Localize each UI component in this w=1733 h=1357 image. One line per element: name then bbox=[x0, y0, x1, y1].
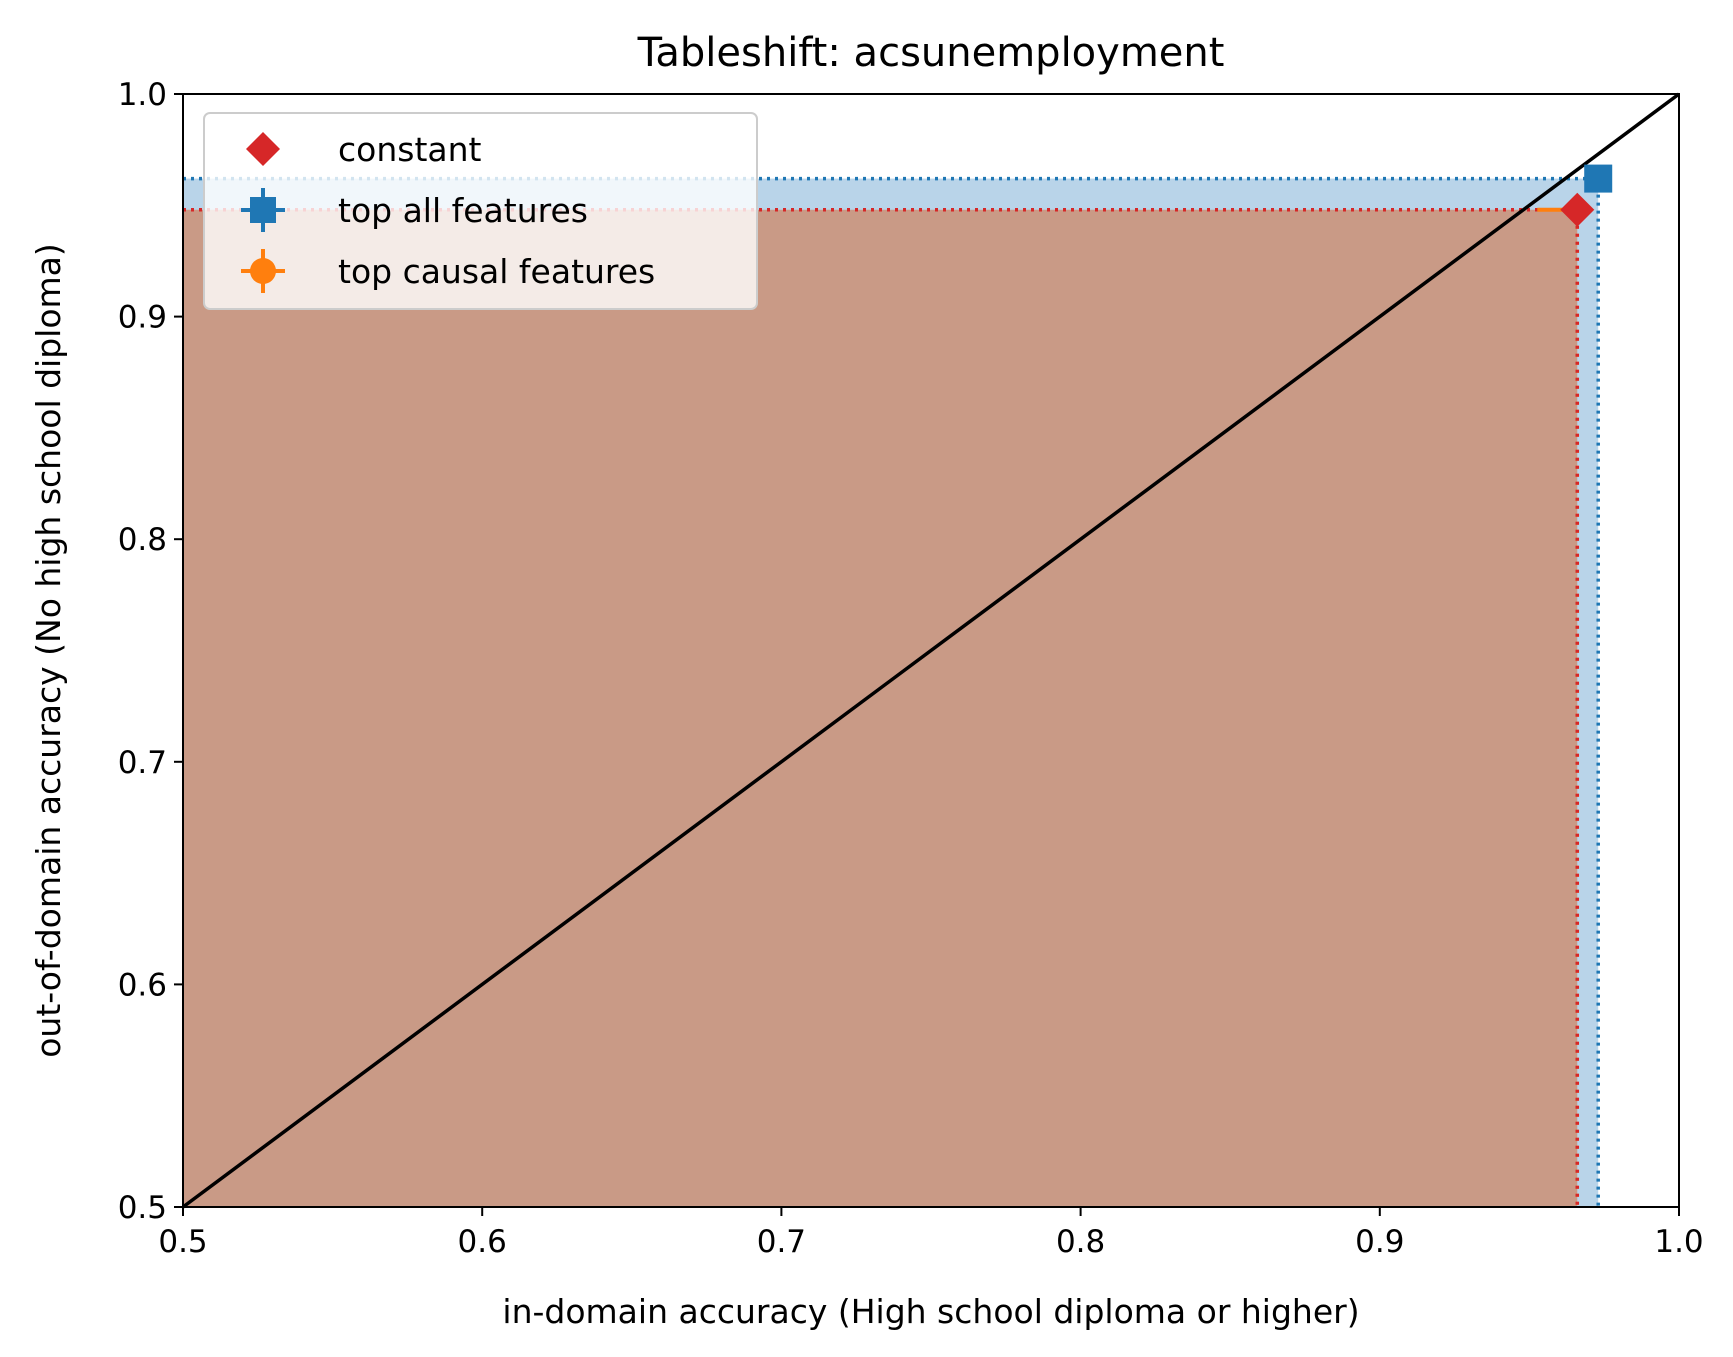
y-tick-label: 0.5 bbox=[118, 1190, 167, 1226]
x-tick-label: 0.8 bbox=[1056, 1224, 1105, 1260]
x-tick-label: 1.0 bbox=[1654, 1224, 1703, 1260]
region-constant bbox=[183, 209, 1578, 1207]
y-tick-label: 1.0 bbox=[118, 77, 167, 113]
x-tick-label: 0.5 bbox=[158, 1224, 207, 1260]
y-axis-label: out-of-domain accuracy (No high school d… bbox=[29, 243, 68, 1058]
legend-label: top all features bbox=[338, 191, 588, 230]
x-axis-ticks: 0.5 0.6 0.7 0.8 0.9 1.0 bbox=[158, 1207, 1704, 1260]
legend-box bbox=[203, 112, 758, 310]
y-tick-label: 0.6 bbox=[118, 967, 167, 1003]
legend-label: constant bbox=[338, 130, 482, 169]
legend: constant top all features top causal featu… bbox=[203, 112, 758, 310]
legend-item: constant bbox=[246, 130, 482, 169]
x-tick-label: 0.7 bbox=[757, 1224, 806, 1260]
marker-top-all-features bbox=[1584, 164, 1613, 193]
y-tick-label: 0.7 bbox=[118, 745, 167, 781]
data-markers bbox=[1537, 164, 1613, 227]
legend-label: top causal features bbox=[338, 252, 655, 291]
legend-item: top causal features bbox=[241, 249, 655, 293]
shaded-regions bbox=[183, 178, 1599, 1207]
x-tick-label: 0.9 bbox=[1355, 1224, 1404, 1260]
legend-marker bbox=[246, 132, 280, 166]
y-tick-label: 0.8 bbox=[118, 522, 167, 558]
y-tick-label: 0.9 bbox=[118, 300, 167, 336]
chart-title: Tableshift: acsunemployment bbox=[637, 30, 1225, 76]
x-tick-label: 0.6 bbox=[458, 1224, 507, 1260]
marker-constant bbox=[1560, 192, 1595, 227]
plot-frame bbox=[182, 93, 1680, 1208]
x-axis-label: in-domain accuracy (High school diploma … bbox=[502, 1292, 1359, 1331]
legend-item: top all features bbox=[241, 188, 588, 232]
diagonal-line bbox=[181, 92, 1681, 1209]
y-axis-ticks: 0.5 0.6 0.7 0.8 0.9 1.0 bbox=[118, 77, 183, 1226]
